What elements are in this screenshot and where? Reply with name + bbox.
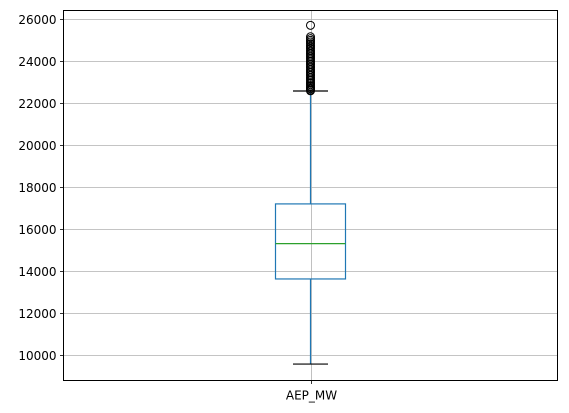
y-tick-label: 10000 (18, 349, 56, 363)
outlier-point (306, 32, 315, 42)
outlier-point (306, 20, 315, 30)
iqr-box (274, 203, 347, 280)
y-tick-label: 24000 (18, 55, 56, 69)
box-plot-marks (274, 20, 347, 365)
y-tick-label: 18000 (18, 181, 56, 195)
x-tick-label: AEP_MW (286, 389, 337, 403)
y-tick-label: 26000 (18, 13, 56, 27)
y-tick-label: 20000 (18, 139, 56, 153)
y-tick-label: 22000 (18, 97, 56, 111)
axes: 10000 12000 14000 16000 18000 20000 22000 24000… (18, 13, 337, 403)
y-tick-label: 16000 (18, 223, 56, 237)
y-tick-label: 14000 (18, 265, 56, 279)
y-tick-label: 12000 (18, 307, 56, 321)
plot-frame (63, 10, 558, 381)
